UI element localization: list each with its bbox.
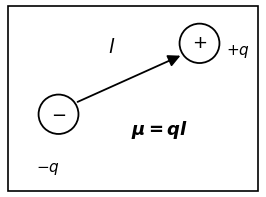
Ellipse shape xyxy=(180,24,219,63)
Ellipse shape xyxy=(39,95,78,134)
Text: $-q$: $-q$ xyxy=(36,161,60,177)
Text: $-$: $-$ xyxy=(51,105,66,123)
Text: $\boldsymbol{\mu=ql}$: $\boldsymbol{\mu=ql}$ xyxy=(131,119,188,141)
Text: $+$: $+$ xyxy=(192,34,207,52)
Text: $+q$: $+q$ xyxy=(226,43,250,60)
Text: $\it{l}$: $\it{l}$ xyxy=(108,38,115,57)
